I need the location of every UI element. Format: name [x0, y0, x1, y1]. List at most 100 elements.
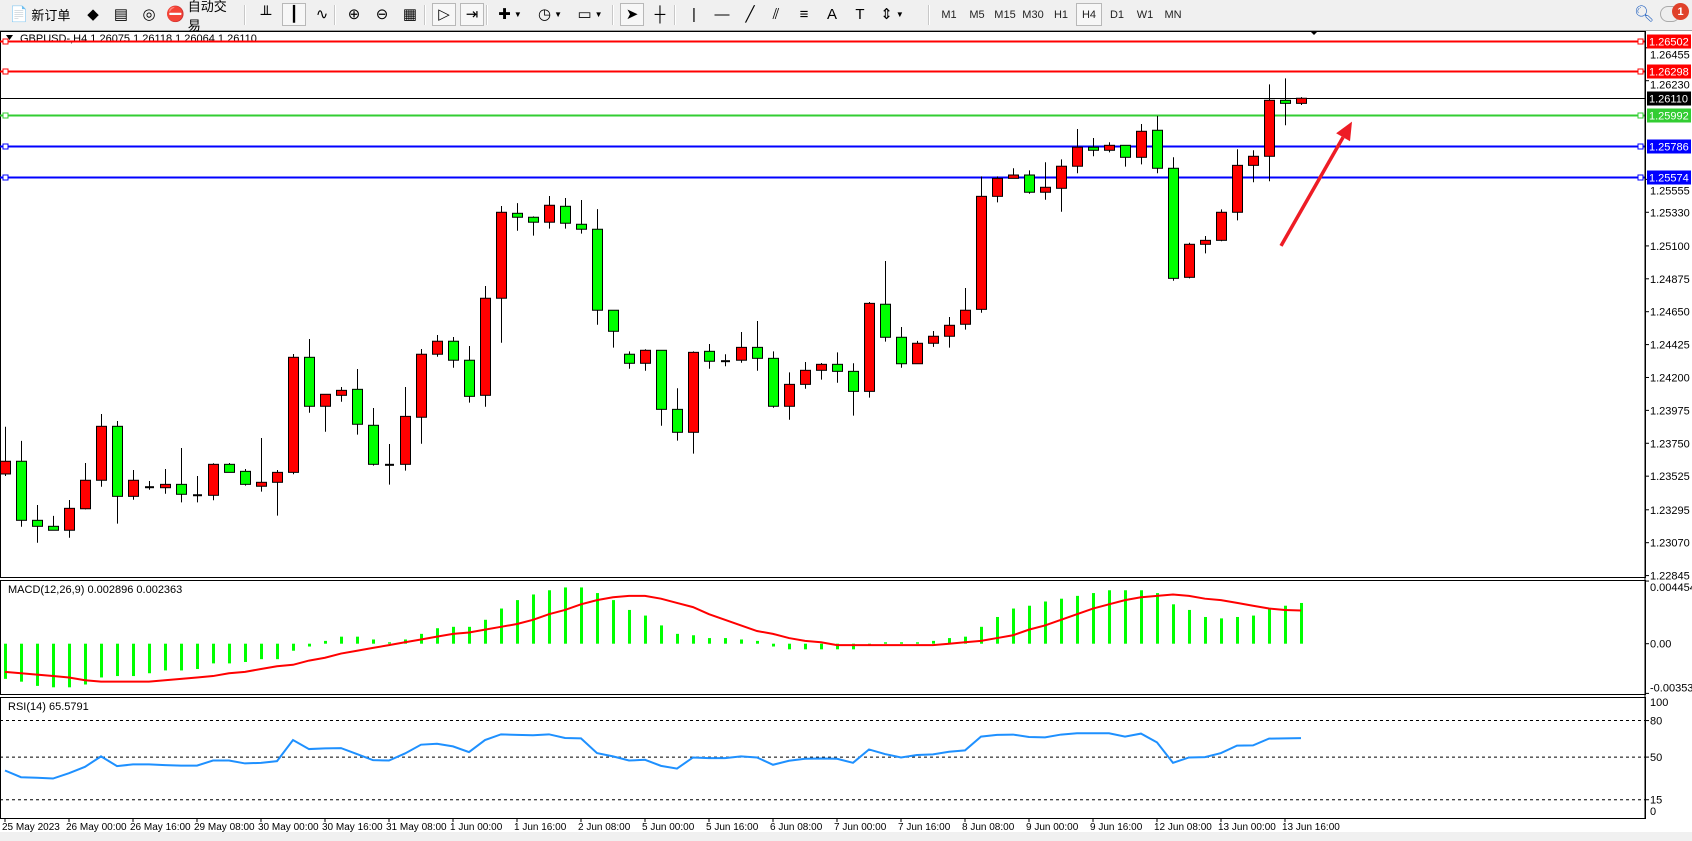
candle	[1104, 142, 1115, 153]
candle-body	[1008, 174, 1019, 179]
timeframe-d1-button[interactable]: D1	[1109, 8, 1125, 21]
line-chart-icon: ∿	[315, 6, 329, 23]
text-label-button[interactable]: T	[848, 3, 872, 26]
macd-title: MACD(12,26,9) 0.002896 0.002363	[8, 584, 182, 596]
horizontal-line-button[interactable]: —	[710, 3, 734, 26]
tile-windows-button[interactable]: ▦	[398, 3, 422, 26]
cursor-button[interactable]: ➤	[620, 3, 644, 26]
chart-shift-button[interactable]: ⇥	[460, 3, 484, 26]
timeframe-h4-button[interactable]: H4	[1076, 3, 1102, 26]
templates-button[interactable]: ▭ ▼	[574, 3, 606, 26]
candle-body	[64, 507, 75, 531]
auto-trading-button[interactable]: ⛔ 自动交易	[166, 0, 238, 33]
candlestick-chart-button[interactable]: ┃	[282, 3, 306, 26]
line-chart-button[interactable]: ∿	[310, 3, 334, 26]
timeframe-mn-button[interactable]: MN	[1164, 8, 1182, 21]
macd-histogram-bar	[740, 639, 743, 644]
notification-badge[interactable]: 1	[1672, 3, 1689, 20]
macd-histogram-bar	[660, 625, 663, 644]
candle-body	[1136, 130, 1147, 158]
candle-body	[1168, 167, 1179, 279]
candle	[288, 353, 299, 475]
candle-body	[48, 525, 59, 531]
price-tag	[1647, 91, 1691, 106]
price-axis-label: 1.23525	[1650, 471, 1690, 483]
auto-scroll-button[interactable]: ▷	[432, 3, 456, 26]
trendline-icon: ╱	[745, 6, 755, 23]
macd-histogram-bar	[1108, 590, 1111, 644]
candle-body	[256, 481, 267, 487]
dropdown-arrow-icon[interactable]: ▼	[554, 10, 562, 19]
candle	[128, 470, 139, 500]
macd-histogram-bar	[372, 639, 375, 644]
timeframe-m30-button[interactable]: M30	[1022, 8, 1044, 21]
toolbar-separator	[424, 5, 426, 25]
level-handle	[2, 174, 9, 181]
timeframe-w1-button[interactable]: W1	[1136, 8, 1154, 21]
search-icon[interactable]: 🔍︎	[1634, 6, 1655, 23]
zoom-out-button[interactable]: ⊖	[370, 3, 394, 26]
signals-button[interactable]: ◎	[138, 3, 160, 26]
time-axis-label: 31 May 08:00	[386, 822, 447, 833]
candle-body	[624, 353, 635, 364]
macd-histogram-bar	[148, 643, 151, 674]
candlestick-chart-icon: ┃	[289, 6, 299, 23]
candle	[816, 363, 827, 380]
timeframe-m15-button[interactable]: M15	[994, 8, 1016, 21]
trendline-button[interactable]: ╱	[738, 3, 762, 26]
bar-chart-button[interactable]: ╨	[254, 3, 278, 26]
timeframe-m5-button[interactable]: M5	[969, 8, 985, 21]
macd-histogram-bar	[516, 600, 519, 644]
navigator-button[interactable]: ▤	[110, 3, 132, 26]
candle	[1120, 144, 1131, 167]
candle	[1168, 157, 1179, 281]
candle	[960, 288, 971, 330]
price-tag-label: 1.25786	[1649, 142, 1689, 154]
dropdown-arrow-icon[interactable]: ▼	[594, 10, 603, 19]
new-chart-icon: ✚	[498, 6, 511, 23]
candle	[688, 351, 699, 454]
candle	[48, 515, 59, 531]
time-axis-label: 7 Jun 00:00	[834, 822, 887, 833]
horizontal-line-icon: —	[714, 6, 730, 23]
time-axis-label: 1 Jun 16:00	[514, 822, 567, 833]
candle-body	[400, 415, 411, 465]
candle-body	[96, 425, 107, 481]
candle	[576, 199, 587, 234]
candle-body	[480, 297, 491, 396]
price-axis-label: 1.26230	[1650, 80, 1690, 92]
macd-histogram-bar	[260, 643, 263, 660]
candle-body	[976, 195, 987, 310]
dropdown-arrow-icon[interactable]: ▼	[513, 10, 522, 19]
equidistant-channel-button[interactable]: ⫽	[764, 3, 788, 26]
candle	[784, 372, 795, 420]
vertical-line-button[interactable]: |	[682, 3, 706, 26]
new-order-button[interactable]: 📄 新订单	[8, 3, 72, 26]
macd-histogram-bar	[564, 587, 567, 644]
macd-histogram-bar	[276, 643, 279, 660]
arrows-button[interactable]: ⇕ ▼	[876, 3, 908, 26]
time-axis-label: 2 Jun 08:00	[578, 822, 631, 833]
text-button[interactable]: A	[820, 3, 844, 26]
market-watch-button[interactable]: ◆	[82, 3, 104, 26]
macd-histogram-bar	[1188, 609, 1191, 644]
macd-histogram-bar	[100, 643, 103, 678]
candle	[320, 393, 331, 432]
fibonacci-button[interactable]: ≡	[792, 3, 816, 26]
periods-clock-button[interactable]: ◷ ▼	[534, 3, 566, 26]
candle-body	[224, 463, 235, 473]
zoom-in-button[interactable]: ⊕	[342, 3, 366, 26]
macd-histogram-bar	[36, 643, 39, 686]
macd-signal-line	[4, 593, 1302, 683]
candle	[464, 346, 475, 403]
timeframe-m1-button[interactable]: M1	[941, 8, 957, 21]
annotation-arrow-head	[1336, 121, 1352, 142]
candle	[928, 330, 939, 347]
candle	[145, 480, 154, 490]
dropdown-arrow-icon[interactable]: ▼	[895, 10, 904, 19]
timeframe-h1-button[interactable]: H1	[1053, 8, 1069, 21]
market-watch-icon: ◆	[87, 6, 99, 23]
new-chart-button[interactable]: ✚ ▼	[494, 3, 526, 26]
crosshair-button[interactable]: ┼	[648, 3, 672, 26]
